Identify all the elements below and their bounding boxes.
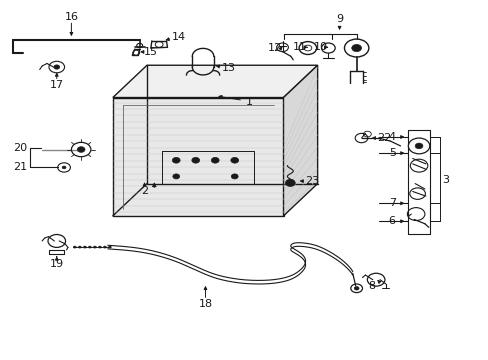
Text: 8: 8 (368, 281, 375, 291)
Text: 14: 14 (171, 32, 185, 42)
Text: 6: 6 (388, 216, 395, 226)
Text: 10: 10 (313, 42, 327, 52)
Circle shape (211, 157, 219, 163)
Text: 20: 20 (13, 143, 27, 153)
Circle shape (73, 246, 76, 248)
Circle shape (93, 246, 96, 248)
Text: 5: 5 (388, 148, 395, 158)
Circle shape (172, 174, 179, 179)
Circle shape (351, 44, 361, 51)
Circle shape (172, 157, 180, 163)
Circle shape (88, 246, 91, 248)
Text: 3: 3 (441, 175, 448, 185)
Text: 4: 4 (388, 132, 395, 142)
Text: 1: 1 (245, 97, 252, 107)
Circle shape (191, 157, 199, 163)
Text: 19: 19 (50, 259, 64, 269)
Text: 17: 17 (50, 80, 64, 90)
Circle shape (285, 179, 295, 186)
Text: 16: 16 (64, 12, 78, 22)
Circle shape (230, 157, 238, 163)
Text: 7: 7 (388, 198, 395, 208)
Circle shape (231, 174, 238, 179)
Polygon shape (283, 65, 317, 216)
Circle shape (353, 287, 358, 290)
Circle shape (78, 246, 81, 248)
Text: 15: 15 (143, 47, 158, 57)
Text: 22: 22 (376, 133, 390, 143)
Text: 2: 2 (141, 186, 148, 197)
Text: 11: 11 (292, 42, 306, 52)
Circle shape (103, 246, 106, 248)
Text: 9: 9 (335, 14, 343, 24)
Text: 21: 21 (13, 162, 27, 172)
Text: 12: 12 (267, 43, 281, 53)
Circle shape (83, 246, 86, 248)
Polygon shape (113, 98, 283, 216)
Circle shape (62, 166, 66, 169)
Text: 23: 23 (304, 176, 318, 186)
Circle shape (98, 246, 101, 248)
Text: 13: 13 (222, 63, 235, 73)
Text: 18: 18 (198, 300, 212, 310)
Circle shape (54, 65, 60, 69)
Polygon shape (113, 65, 317, 98)
Circle shape (414, 143, 422, 149)
Circle shape (77, 147, 85, 152)
Circle shape (108, 246, 111, 248)
